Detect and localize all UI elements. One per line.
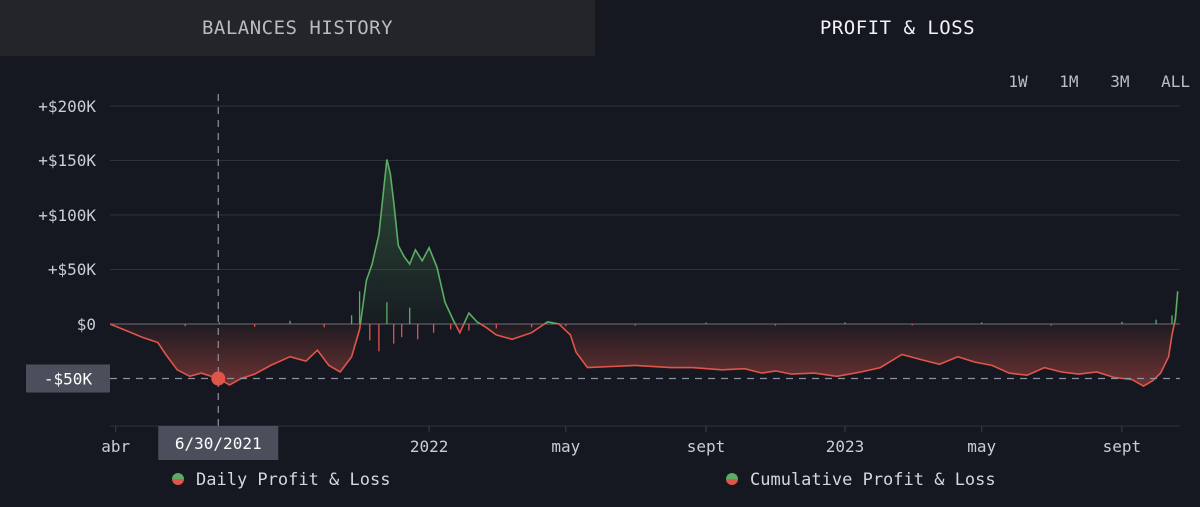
daily-bars <box>184 291 1173 352</box>
cumulative-area-positive <box>110 159 1178 324</box>
range-all-button[interactable]: ALL <box>1161 72 1190 91</box>
x-tick-label: may <box>551 437 580 456</box>
crosshair-date-label: 6/30/2021 <box>175 434 262 453</box>
range-3m-button[interactable]: 3M <box>1110 72 1130 91</box>
x-tick-label: may <box>967 437 996 456</box>
range-1m-button[interactable]: 1M <box>1059 72 1079 91</box>
y-tick-label: +$200K <box>38 97 96 116</box>
tab-balances-history[interactable]: BALANCES HISTORY <box>0 0 595 56</box>
legend-item-cumulative-pnl[interactable]: Cumulative Profit & Loss <box>726 470 996 490</box>
tab-profit-and-loss[interactable]: PROFIT & LOSS <box>595 0 1200 56</box>
cumulative-area <box>110 159 1178 387</box>
crosshair-value-box <box>26 364 110 393</box>
cumulative-line <box>110 159 1179 388</box>
crosshair-date-box <box>158 426 279 460</box>
range-1w-button[interactable]: 1W <box>1008 72 1028 91</box>
crosshair-value-label: -$50K <box>44 370 93 389</box>
y-axis: +$200K +$150K +$100K +$50K $0 <box>38 97 96 334</box>
crosshair-point <box>211 371 226 386</box>
x-tick-label: abr <box>101 437 130 456</box>
cumulative-line-negative <box>110 324 1176 388</box>
legend-item-daily-pnl[interactable]: Daily Profit & Loss <box>172 470 390 490</box>
legend-dot-icon <box>726 473 738 479</box>
legend-dot-icon <box>172 479 184 485</box>
legend-dot-icon <box>726 479 738 485</box>
legend-label: Daily Profit & Loss <box>196 470 390 490</box>
y-tick-label: +$150K <box>38 151 96 170</box>
y-tick-label: +$50K <box>48 260 97 279</box>
legend: Daily Profit & Loss Cumulative Profit & … <box>172 470 996 490</box>
y-grid <box>110 105 1180 270</box>
x-tick-label: 2022 <box>410 437 449 456</box>
crosshair: -$50K 6/30/2021 <box>26 94 1180 460</box>
time-range-selector: 1W 1M 3M ALL <box>986 70 1190 94</box>
x-tick-label: 2023 <box>826 437 865 456</box>
x-tick-label: sept <box>687 437 726 456</box>
x-tick-label: sept <box>1103 437 1142 456</box>
y-tick-label: +$100K <box>38 206 96 225</box>
view-tabs: BALANCES HISTORY PROFIT & LOSS <box>0 0 1200 56</box>
legend-dot-icon <box>172 473 184 479</box>
cumulative-area-negative <box>110 324 1178 387</box>
x-axis: abr 2022 may sept 2023 may sept <box>101 426 1141 456</box>
y-tick-label: $0 <box>77 315 96 334</box>
legend-label: Cumulative Profit & Loss <box>750 470 996 490</box>
pnl-chart[interactable]: +$200K +$150K +$100K +$50K $0 abr 2022 may… <box>0 56 1200 507</box>
